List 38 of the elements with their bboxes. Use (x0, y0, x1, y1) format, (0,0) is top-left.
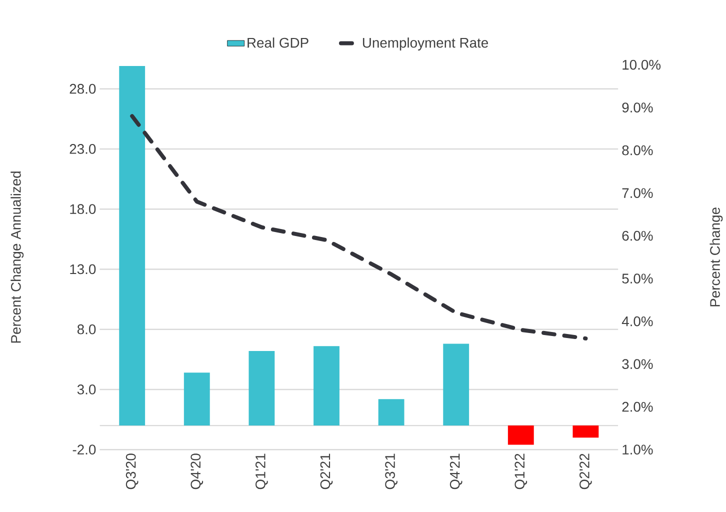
bar (378, 398, 404, 426)
bar (508, 425, 534, 445)
y2-tick-label: 2.0% (622, 402, 653, 412)
y-tick-label: 13.0 (70, 264, 96, 274)
x-tick-label: Q4'20 (190, 453, 204, 489)
y-tick-label: 28.0 (70, 84, 96, 94)
bar (184, 372, 210, 426)
y2-tick-label: 1.0% (622, 444, 653, 454)
y-tick-label: 8.0 (77, 324, 96, 334)
x-tick-label: Q1'21 (256, 454, 268, 489)
bar (572, 425, 599, 438)
bar (314, 346, 340, 426)
y2-tick-label: 10.0% (622, 60, 661, 70)
y2-tick-label: 8.0% (622, 145, 653, 156)
x-tick-label: Q4'21 (450, 454, 462, 489)
bar (443, 344, 470, 426)
y-tick-label: -2.0 (72, 444, 96, 454)
legend-label: Unemployment Rate (362, 37, 488, 50)
y2-tick-label: 4.0% (622, 316, 653, 326)
y-tick-label: 23.0 (70, 144, 96, 154)
y2-tick-label: 9.0% (622, 102, 653, 112)
x-tick-label: Q1'22 (514, 454, 528, 489)
bar (119, 66, 146, 426)
bar (248, 350, 275, 426)
x-tick-label: Q2'22 (580, 454, 592, 489)
y-tick-label: 18.0 (70, 204, 96, 214)
y2-tick-label: 6.0% (622, 230, 653, 241)
x-tick-label: Q3'20 (126, 453, 138, 489)
y2-axis-title: Percent Change (710, 207, 723, 306)
y-axis-title: Percent Change Annualized (10, 171, 24, 342)
x-tick-label: Q2'21 (320, 454, 333, 489)
y-tick-label: 3.0 (77, 384, 96, 394)
y2-tick-label: 7.0% (622, 188, 653, 198)
x-tick-label: Q3'21 (385, 454, 398, 489)
legend-label: Real GDP (248, 37, 308, 48)
y2-tick-label: 3.0% (622, 358, 653, 369)
y2-tick-label: 5.0% (622, 273, 653, 284)
line-series (130, 114, 588, 340)
